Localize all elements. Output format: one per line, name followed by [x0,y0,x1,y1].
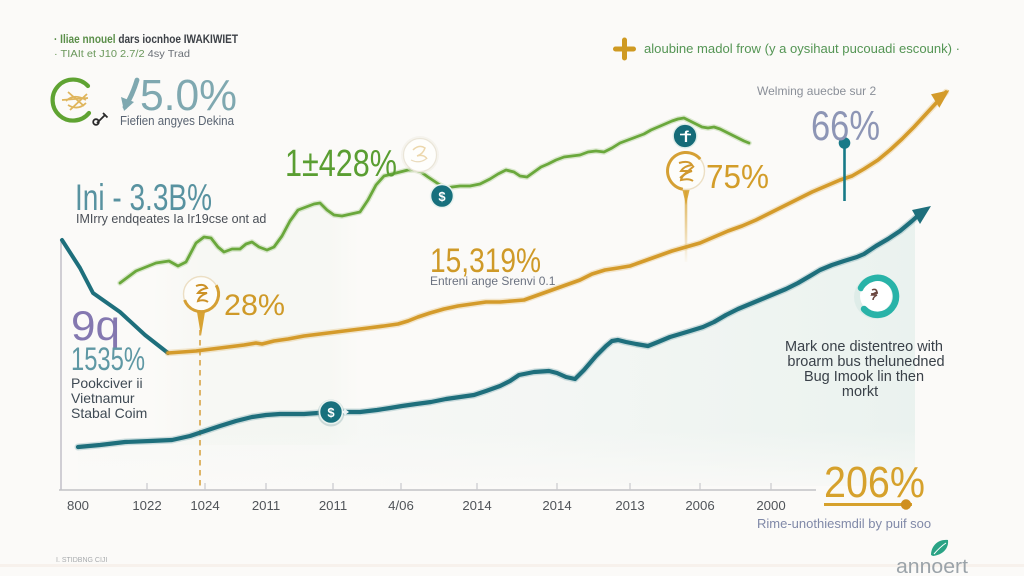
svg-text:Welming auecbe sur 2: Welming auecbe sur 2 [757,84,877,98]
svg-text:broarm bus thelunedned: broarm bus thelunedned [787,354,944,370]
svg-text:I. STIDBNG CIJI: I. STIDBNG CIJI [56,557,107,564]
svg-text:IMIrry endqeates Ia Ir19cse on: IMIrry endqeates Ia Ir19cse ont ad [76,212,266,226]
svg-text:Rime-unothiesmdil by puif soo: Rime-unothiesmdil by puif soo [757,516,931,531]
svg-text:$: $ [438,189,446,204]
svg-text:15,319%: 15,319% [430,242,541,280]
svg-text:aloubine madol frow (y a oysih: aloubine madol frow (y a oysihaut pucoua… [644,42,960,56]
svg-text:Ini - 3.3B%: Ini - 3.3B% [75,177,212,218]
svg-text:· Iliae nnouel dars iocnhoe IW: · Iliae nnouel dars iocnhoe IWAKIWIET [54,34,238,46]
svg-text:Stabal Coim: Stabal Coim [71,405,147,421]
svg-text:Pookciver ii: Pookciver ii [71,375,143,391]
svg-text:$: $ [327,405,335,420]
svg-text:1535%: 1535% [71,341,145,377]
svg-text:1024: 1024 [190,498,219,513]
svg-text:1±428%: 1±428% [285,143,397,185]
svg-text:2006: 2006 [685,498,714,513]
svg-text:800: 800 [67,498,89,513]
svg-text:2000: 2000 [756,498,785,513]
svg-text:9q: 9q [71,302,120,349]
svg-text:28%: 28% [224,289,285,322]
svg-text:Fiefien angyes Dekina: Fiefien angyes Dekina [120,113,235,128]
svg-text:morkt: morkt [842,384,878,400]
svg-text:Bug Imook lin then: Bug Imook lin then [804,369,924,385]
svg-text:2014: 2014 [462,498,491,513]
svg-text:75%: 75% [706,158,769,195]
svg-text:f: f [683,129,689,146]
svg-text:5.0%: 5.0% [140,71,237,120]
svg-text:2013: 2013 [615,498,644,513]
svg-text:annoert: annoert [896,556,968,576]
svg-text:66%: 66% [811,102,880,149]
svg-text:4/06: 4/06 [388,498,414,513]
svg-text:Entreni ange Srenvi 0.1: Entreni ange Srenvi 0.1 [430,274,556,288]
svg-text:· TIAIt et J10 2.7/2 4sy Trad: · TIAIt et J10 2.7/2 4sy Trad [54,48,190,60]
svg-text:2011: 2011 [319,498,347,513]
svg-text:Vietnamur: Vietnamur [71,390,135,406]
svg-text:206%: 206% [824,458,925,507]
svg-text:2014: 2014 [542,498,571,513]
svg-text:1022: 1022 [132,498,161,513]
svg-text:Mark one distentreo with: Mark one distentreo with [785,339,943,355]
svg-text:2011: 2011 [252,498,280,513]
